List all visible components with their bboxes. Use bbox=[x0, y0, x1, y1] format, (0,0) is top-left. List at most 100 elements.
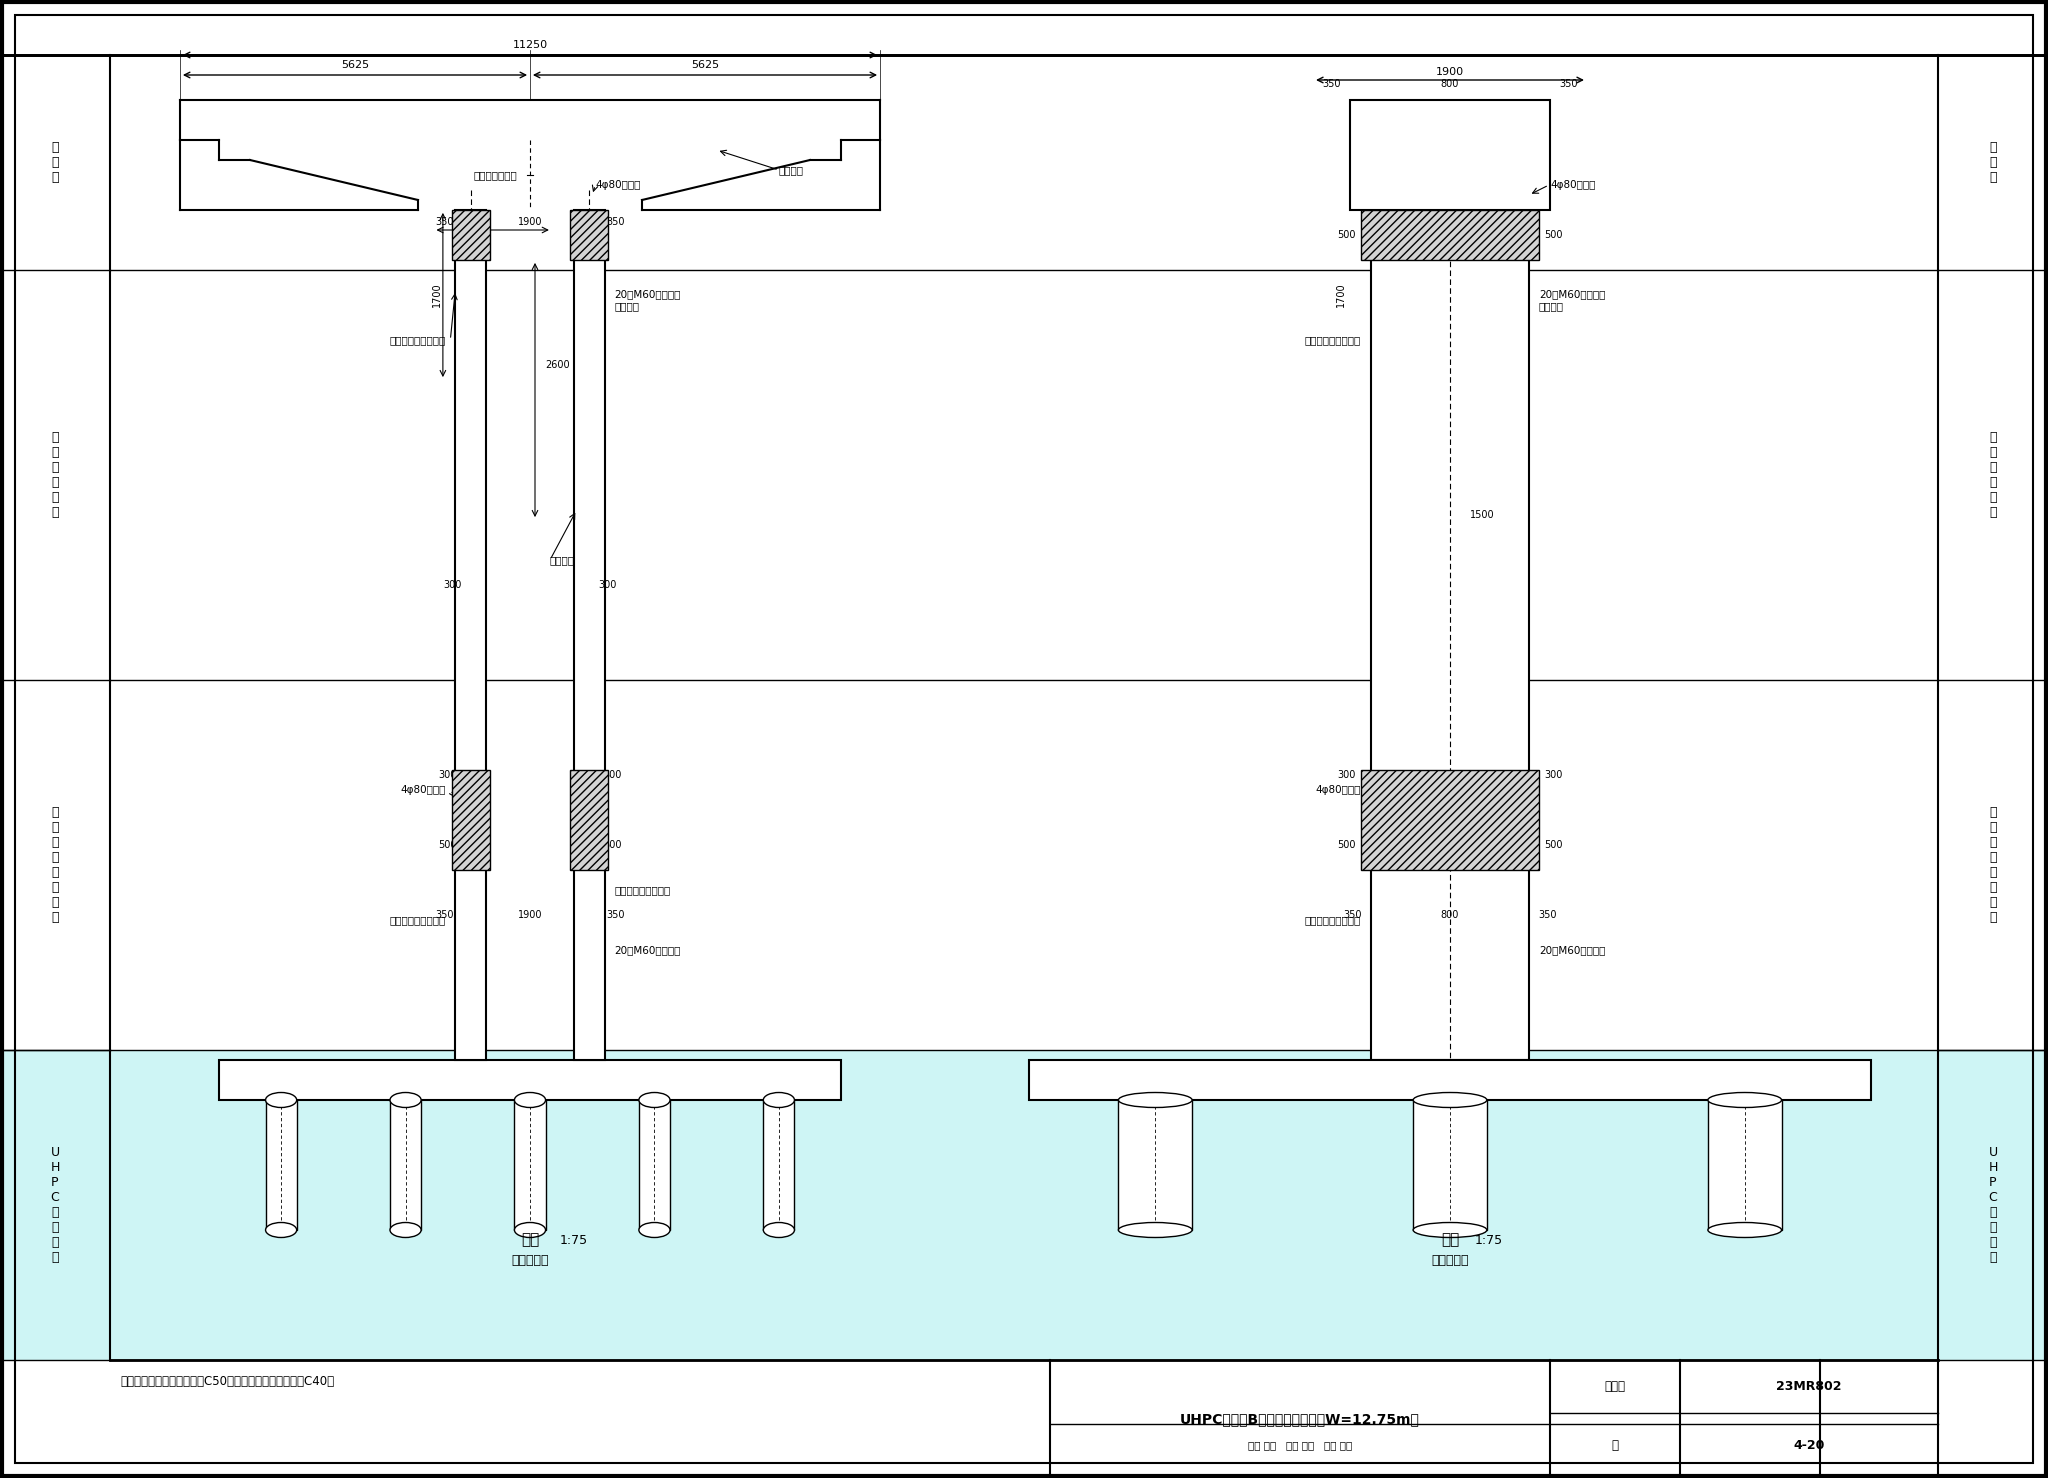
Ellipse shape bbox=[639, 1222, 670, 1237]
Bar bbox=[639, 1100, 670, 1230]
Text: 300: 300 bbox=[442, 579, 461, 590]
Text: 500: 500 bbox=[1337, 840, 1356, 850]
Text: 350: 350 bbox=[1323, 78, 1341, 89]
Text: 桥墩结构中心线: 桥墩结构中心线 bbox=[473, 170, 518, 180]
Bar bbox=[1360, 210, 1540, 260]
Text: U
H
P
C
连
接
桥
墩: U H P C 连 接 桥 墩 bbox=[51, 1145, 59, 1264]
Bar bbox=[571, 210, 608, 260]
Text: 1:75: 1:75 bbox=[1475, 1234, 1503, 1246]
Bar bbox=[389, 1100, 422, 1230]
Bar bbox=[571, 770, 608, 871]
Ellipse shape bbox=[389, 1222, 422, 1237]
Text: 图集号: 图集号 bbox=[1604, 1380, 1626, 1394]
Bar bbox=[0, 1049, 111, 1360]
Bar bbox=[1370, 210, 1530, 1060]
Text: 小
箱
梁: 小 箱 梁 bbox=[51, 140, 59, 183]
Text: 1500: 1500 bbox=[1470, 510, 1495, 520]
Text: 350: 350 bbox=[606, 217, 625, 228]
Text: 350: 350 bbox=[606, 910, 625, 919]
Text: 350: 350 bbox=[1538, 910, 1556, 919]
Text: 20厚M60砂浆垫层: 20厚M60砂浆垫层 bbox=[1538, 944, 1606, 955]
Bar bbox=[514, 1100, 545, 1230]
Ellipse shape bbox=[266, 1222, 297, 1237]
Bar bbox=[453, 210, 489, 260]
Text: 11250: 11250 bbox=[512, 40, 547, 50]
Text: 500: 500 bbox=[1337, 231, 1356, 239]
Text: 800: 800 bbox=[1442, 78, 1458, 89]
Text: 20厚M60砂浆垫层
调节垫块: 20厚M60砂浆垫层 调节垫块 bbox=[1538, 290, 1606, 310]
Ellipse shape bbox=[1118, 1222, 1192, 1237]
Text: 立面: 立面 bbox=[1442, 1233, 1458, 1247]
Text: 小
箱
梁: 小 箱 梁 bbox=[1989, 140, 1997, 183]
Text: 20厚M60砂浆垫层: 20厚M60砂浆垫层 bbox=[614, 944, 682, 955]
Text: 后浇超高性能混凝土: 后浇超高性能混凝土 bbox=[389, 915, 444, 925]
Bar bbox=[573, 210, 604, 1060]
Text: 1700: 1700 bbox=[432, 282, 442, 307]
Bar bbox=[1413, 1100, 1487, 1230]
Text: 波
纹
钢
管
连
接
桥
墩: 波 纹 钢 管 连 接 桥 墩 bbox=[51, 806, 59, 924]
Bar bbox=[764, 1100, 795, 1230]
Text: 4-20: 4-20 bbox=[1794, 1440, 1825, 1451]
Text: 1900: 1900 bbox=[518, 910, 543, 919]
Bar bbox=[1028, 1060, 1872, 1100]
Text: 后浇超高性能混凝土: 后浇超高性能混凝土 bbox=[1305, 915, 1362, 925]
Text: 300: 300 bbox=[1544, 770, 1563, 780]
Ellipse shape bbox=[266, 1092, 297, 1107]
Bar bbox=[1118, 1100, 1192, 1230]
Text: 500: 500 bbox=[438, 840, 457, 850]
Text: 后浇超高性能混凝土: 后浇超高性能混凝土 bbox=[1305, 336, 1362, 344]
Text: 预制盖梁: 预制盖梁 bbox=[778, 166, 805, 174]
Ellipse shape bbox=[1708, 1222, 1782, 1237]
Text: UHPC连接（B型）桥墩构造图（W=12.75m）: UHPC连接（B型）桥墩构造图（W=12.75m） bbox=[1180, 1411, 1419, 1426]
Text: 立面: 立面 bbox=[520, 1233, 539, 1247]
Text: 300: 300 bbox=[598, 579, 616, 590]
Text: 1900: 1900 bbox=[518, 217, 543, 228]
Text: 2600: 2600 bbox=[545, 361, 569, 370]
Bar bbox=[1350, 101, 1550, 210]
Text: 300: 300 bbox=[1337, 770, 1356, 780]
Text: 套
筒
连
接
桥
墩: 套 筒 连 接 桥 墩 bbox=[1989, 432, 1997, 519]
Bar bbox=[455, 210, 487, 1060]
Text: 350: 350 bbox=[434, 217, 455, 228]
Ellipse shape bbox=[514, 1222, 545, 1237]
Text: 4φ80注浆管: 4φ80注浆管 bbox=[596, 180, 641, 191]
Text: 1700: 1700 bbox=[1335, 282, 1346, 307]
Bar bbox=[219, 1060, 842, 1100]
Text: 审核 黄虹   校对 苏登   设计 赵鹏: 审核 黄虹 校对 苏登 设计 赵鹏 bbox=[1247, 1441, 1352, 1450]
Text: 后浇超高性能混凝土: 后浇超高性能混凝土 bbox=[614, 885, 672, 896]
Text: 500: 500 bbox=[1544, 840, 1563, 850]
Text: 页: 页 bbox=[1612, 1440, 1618, 1451]
Bar bbox=[266, 1100, 297, 1230]
Text: 1:75: 1:75 bbox=[559, 1234, 588, 1246]
Text: 4φ80注浆管: 4φ80注浆管 bbox=[1550, 180, 1595, 191]
Text: 套
筒
连
接
桥
墩: 套 筒 连 接 桥 墩 bbox=[51, 432, 59, 519]
Bar bbox=[1937, 1049, 2048, 1360]
Ellipse shape bbox=[1708, 1092, 1782, 1107]
Text: 350: 350 bbox=[434, 910, 455, 919]
Ellipse shape bbox=[389, 1092, 422, 1107]
Ellipse shape bbox=[1413, 1092, 1487, 1107]
Text: 4φ80注浆管: 4φ80注浆管 bbox=[399, 785, 444, 795]
Text: U
H
P
C
连
接
桥
墩: U H P C 连 接 桥 墩 bbox=[1989, 1145, 1997, 1264]
Text: 350: 350 bbox=[1343, 910, 1362, 919]
Text: 500: 500 bbox=[602, 840, 621, 850]
Text: 5625: 5625 bbox=[690, 61, 719, 69]
Ellipse shape bbox=[514, 1092, 545, 1107]
Text: 350: 350 bbox=[1559, 78, 1577, 89]
Text: 800: 800 bbox=[1442, 910, 1458, 919]
Text: （横桥向）: （横桥向） bbox=[512, 1253, 549, 1267]
Ellipse shape bbox=[764, 1092, 795, 1107]
Text: 后浇超高性能混凝土: 后浇超高性能混凝土 bbox=[389, 336, 444, 344]
Text: 300: 300 bbox=[602, 770, 621, 780]
Text: 波
纹
钢
管
连
接
桥
墩: 波 纹 钢 管 连 接 桥 墩 bbox=[1989, 806, 1997, 924]
Ellipse shape bbox=[764, 1222, 795, 1237]
Text: 300: 300 bbox=[438, 770, 457, 780]
Text: 预制立柱: 预制立柱 bbox=[551, 556, 575, 565]
Text: 5625: 5625 bbox=[340, 61, 369, 69]
Text: 1900: 1900 bbox=[1436, 67, 1464, 77]
Bar bbox=[453, 770, 489, 871]
Bar bbox=[1360, 770, 1540, 871]
Text: 20厚M60砂浆垫层
调节垫块: 20厚M60砂浆垫层 调节垫块 bbox=[614, 290, 682, 310]
Text: 500: 500 bbox=[1544, 231, 1563, 239]
Ellipse shape bbox=[639, 1092, 670, 1107]
